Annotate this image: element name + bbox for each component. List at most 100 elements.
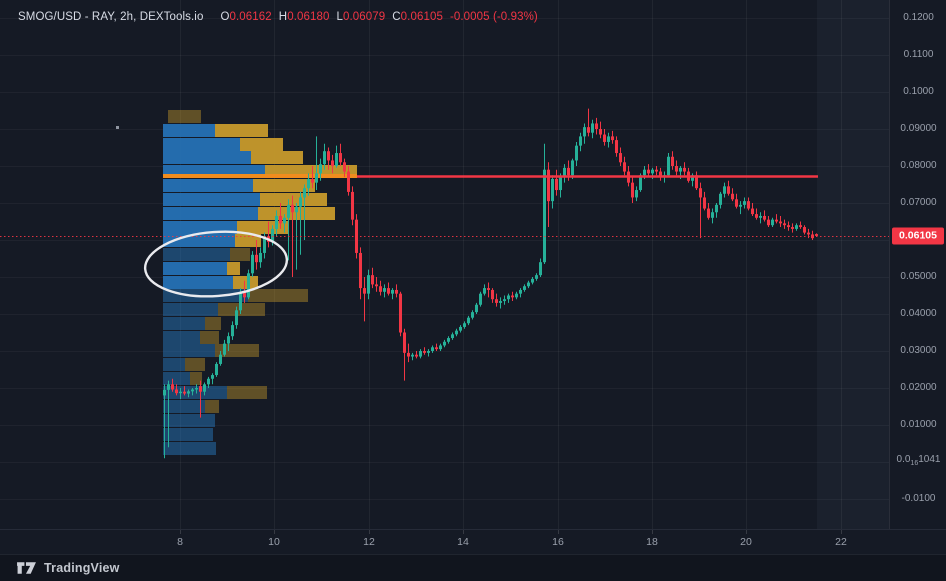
volume-profile-row-yellow bbox=[253, 179, 315, 192]
candle-body bbox=[539, 262, 542, 276]
candle-body bbox=[767, 219, 770, 226]
candle-body bbox=[215, 363, 218, 376]
candle-body bbox=[751, 208, 754, 215]
candle-body bbox=[563, 167, 566, 178]
volume-profile-row-yellow bbox=[200, 331, 219, 344]
volume-profile-row-yellow bbox=[230, 248, 250, 261]
ellipse-drawing[interactable] bbox=[143, 227, 289, 301]
candle-body bbox=[371, 275, 374, 285]
candle-body bbox=[227, 336, 230, 344]
candle-body bbox=[523, 286, 526, 290]
candle-body bbox=[415, 354, 418, 357]
candle-body bbox=[531, 278, 534, 283]
grid bbox=[0, 0, 889, 529]
candle-body bbox=[603, 134, 606, 142]
candle-body bbox=[583, 127, 586, 137]
candle-body bbox=[391, 289, 394, 294]
candle-body bbox=[551, 178, 554, 202]
candle-body bbox=[435, 347, 438, 350]
candle-body bbox=[799, 225, 802, 228]
symbol-title[interactable]: SMOG/USD - RAY, 2h, DEXTools.io bbox=[18, 11, 204, 23]
candlestick-series bbox=[163, 108, 818, 459]
tradingview-logo[interactable]: TradingView bbox=[16, 561, 120, 575]
time-axis-label: 20 bbox=[740, 536, 752, 548]
candle-body bbox=[727, 186, 730, 194]
price-axis-label: 0.1000 bbox=[903, 86, 934, 97]
price-axis-label: 0.04000 bbox=[900, 308, 937, 319]
time-axis-tick bbox=[746, 530, 747, 534]
candle-body bbox=[163, 389, 166, 396]
candle-body bbox=[759, 215, 762, 218]
candle-body bbox=[251, 254, 254, 274]
candle-body bbox=[515, 293, 518, 298]
candle-body bbox=[299, 197, 302, 207]
price-axis-label: 0.05000 bbox=[900, 271, 937, 282]
candle-body bbox=[815, 234, 818, 236]
open-label: O bbox=[220, 11, 230, 23]
candle-body bbox=[291, 204, 294, 213]
candle-body bbox=[771, 219, 774, 226]
candle-body bbox=[743, 201, 746, 205]
candle-body bbox=[239, 291, 242, 311]
candle-body bbox=[787, 225, 790, 228]
candle-body bbox=[679, 167, 682, 172]
candle-body bbox=[707, 208, 710, 218]
candle-body bbox=[195, 388, 198, 390]
poc-line bbox=[163, 174, 357, 178]
close-value: 0.06105 bbox=[400, 11, 443, 23]
candle-body bbox=[447, 338, 450, 342]
candle-body bbox=[451, 334, 454, 339]
volume-profile-row-blue bbox=[163, 138, 240, 151]
candle-body bbox=[367, 275, 370, 294]
candle-body bbox=[579, 136, 582, 146]
candle-body bbox=[591, 123, 594, 133]
candle-body bbox=[443, 341, 446, 346]
time-axis-tick bbox=[463, 530, 464, 534]
candle-body bbox=[695, 175, 698, 189]
candle-body bbox=[219, 354, 222, 364]
candle-body bbox=[327, 151, 330, 161]
candle-body bbox=[395, 289, 398, 294]
candle-body bbox=[363, 288, 366, 294]
volume-profile-row-blue bbox=[163, 151, 251, 164]
candle-body bbox=[275, 215, 278, 229]
candle-body bbox=[379, 286, 382, 292]
candle-body bbox=[343, 162, 346, 172]
volume-profile-row-blue bbox=[163, 248, 230, 261]
candle-body bbox=[319, 164, 322, 174]
candle-body bbox=[323, 151, 326, 165]
candle-body bbox=[439, 345, 442, 350]
candle-body bbox=[411, 354, 414, 357]
candle-body bbox=[803, 227, 806, 233]
price-axis[interactable]: -0.0100 0.0161041 0.01000 0.02000 0.03000 0.0… bbox=[889, 0, 946, 529]
candle-body bbox=[575, 145, 578, 161]
time-axis-label: 10 bbox=[268, 536, 280, 548]
volume-profile-row-blue bbox=[163, 262, 227, 275]
candle-body bbox=[303, 188, 306, 198]
tradingview-brand-text: TradingView bbox=[44, 561, 120, 575]
volume-profile-row-blue bbox=[163, 193, 260, 206]
volume-profile-row-yellow bbox=[215, 124, 268, 137]
time-axis-tick bbox=[274, 530, 275, 534]
price-axis-label: 0.09000 bbox=[900, 123, 937, 134]
candle-body bbox=[351, 191, 354, 220]
volume-profile-row-blue bbox=[163, 414, 215, 427]
candle-body bbox=[747, 201, 750, 209]
session-highlight-band bbox=[817, 0, 889, 529]
price-axis-label: 0.1100 bbox=[903, 49, 934, 60]
candle-body bbox=[483, 288, 486, 294]
time-axis[interactable]: 8 10 12 14 16 18 20 22 bbox=[0, 529, 946, 555]
volume-profile-row-blue bbox=[163, 331, 200, 344]
candle-body bbox=[675, 166, 678, 172]
candle-body bbox=[479, 293, 482, 305]
high-value: 0.06180 bbox=[287, 11, 330, 23]
candle-body bbox=[467, 317, 470, 324]
candle-body bbox=[651, 169, 654, 174]
candle-body bbox=[231, 325, 234, 337]
candle-body bbox=[175, 389, 178, 394]
price-axis-label: 0.03000 bbox=[900, 345, 937, 356]
candle-body bbox=[223, 343, 226, 355]
candle-body bbox=[527, 282, 530, 287]
time-axis-label: 18 bbox=[646, 536, 658, 548]
